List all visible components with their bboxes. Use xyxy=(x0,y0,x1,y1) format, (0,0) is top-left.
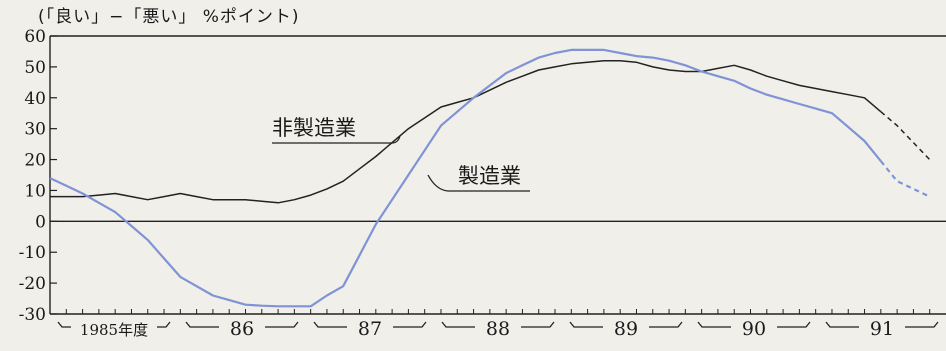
y-tick-label: -20 xyxy=(19,274,46,294)
series-line-forecast-manufacturing xyxy=(879,160,931,198)
x-group-label: 1985年度 xyxy=(80,321,148,339)
y-tick-label: 60 xyxy=(24,27,46,47)
y-tick-label: 10 xyxy=(24,181,46,201)
y-axis-unit-label: (「良い」−「悪い」 %ポイント) xyxy=(38,7,300,27)
plot-frame xyxy=(49,35,946,315)
x-group-label: 89 xyxy=(614,318,638,340)
series-line-non-manufacturing xyxy=(50,59,882,204)
series-lines xyxy=(49,48,931,308)
annotation-leader-manufacturing xyxy=(427,174,530,192)
y-tick-label: -30 xyxy=(19,305,46,325)
annotation-leader-non-manufacturing xyxy=(272,135,401,144)
annotation-non-manufacturing: 非製造業 xyxy=(272,116,356,140)
annotation-manufacturing: 製造業 xyxy=(458,164,521,188)
y-tick-label: 40 xyxy=(24,89,46,109)
x-group-bracket-right xyxy=(265,321,299,328)
x-group-label: 90 xyxy=(742,318,766,340)
x-group-bracket-left xyxy=(185,321,219,328)
x-group-label: 91 xyxy=(870,318,894,340)
y-tick-label: 0 xyxy=(35,212,46,232)
y-tick-label: 50 xyxy=(24,58,46,78)
x-group-bracket-left xyxy=(697,321,731,328)
x-group-bracket-left xyxy=(825,321,859,328)
x-group-bracket-left xyxy=(569,321,603,328)
x-group-bracket-right xyxy=(157,321,171,328)
y-tick-label: 30 xyxy=(24,120,46,140)
x-group-label: 86 xyxy=(230,318,254,340)
y-tick-label: -10 xyxy=(19,243,46,263)
x-group-bracket-right xyxy=(905,321,939,328)
x-axis: 1985年度 86 87 88 89 90 91 xyxy=(49,309,939,340)
x-group-bracket-right xyxy=(649,321,683,328)
x-group-label: 87 xyxy=(358,318,382,340)
x-group-bracket-right xyxy=(777,321,811,328)
y-tick-label: 20 xyxy=(24,151,46,171)
x-group-label: 88 xyxy=(486,318,510,340)
x-group-bracket-right xyxy=(393,321,427,328)
x-group-bracket-left xyxy=(57,321,71,328)
y-axis: 60 50 40 30 20 10 0 -10 -20 -30 xyxy=(19,27,57,325)
x-group-bracket-right xyxy=(521,321,555,328)
x-group-bracket-left xyxy=(441,321,475,328)
series-line-forecast-non-manufacturing xyxy=(880,111,931,161)
x-group-bracket-left xyxy=(313,321,347,328)
series-line-manufacturing xyxy=(49,48,882,308)
